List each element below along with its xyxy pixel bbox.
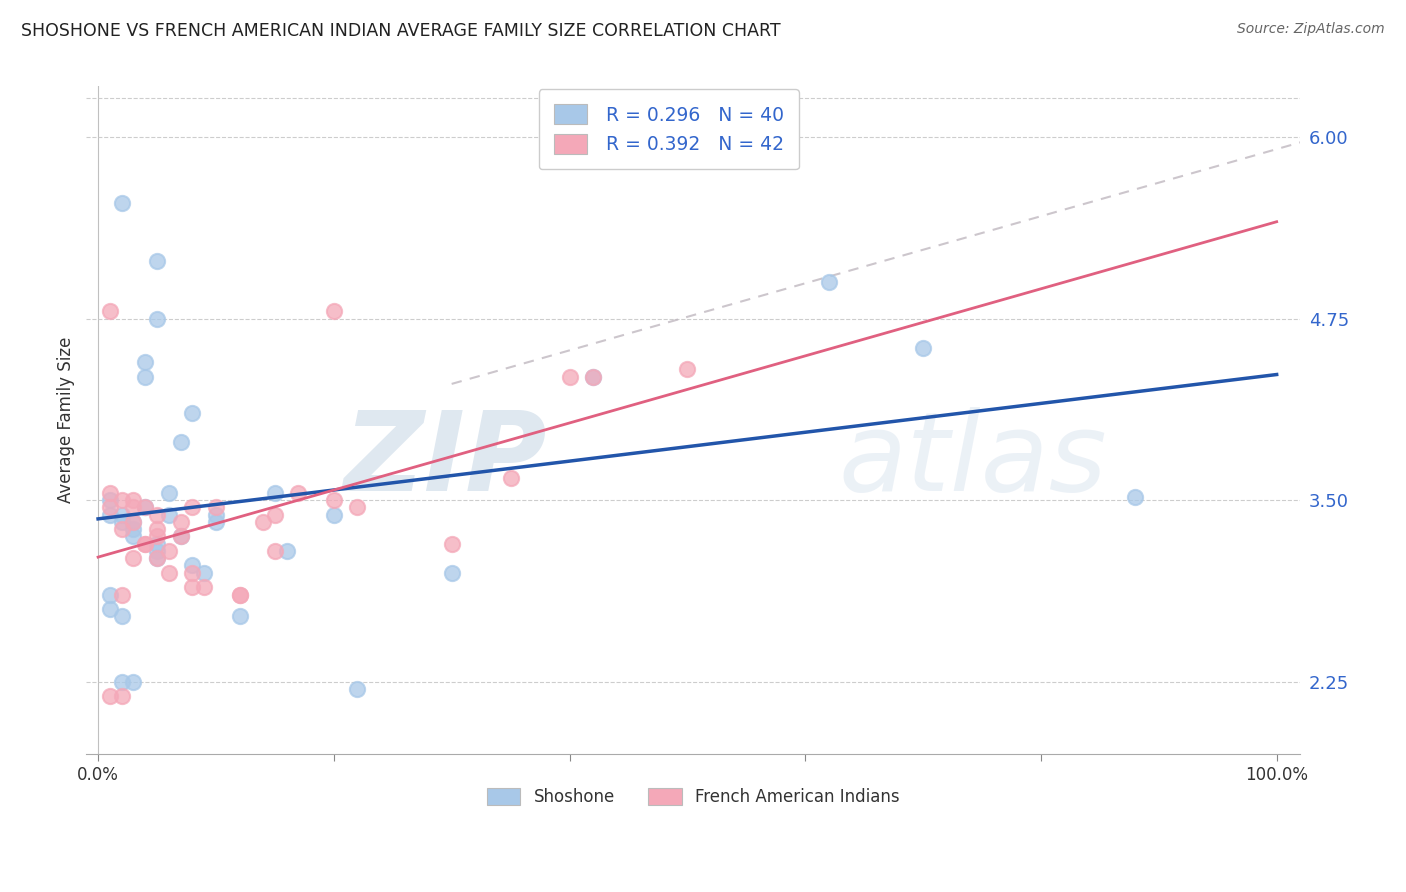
- Point: [98, 493, 121, 508]
- Point: [322, 493, 344, 508]
- Point: [228, 587, 250, 601]
- Point: [169, 529, 191, 543]
- Point: [111, 515, 134, 529]
- Point: [181, 580, 204, 594]
- Point: [157, 486, 180, 500]
- Point: [146, 544, 169, 558]
- Text: SHOSHONE VS FRENCH AMERICAN INDIAN AVERAGE FAMILY SIZE CORRELATION CHART: SHOSHONE VS FRENCH AMERICAN INDIAN AVERA…: [21, 22, 780, 40]
- Point: [98, 486, 121, 500]
- Point: [111, 195, 134, 210]
- Point: [146, 537, 169, 551]
- Point: [157, 544, 180, 558]
- Point: [146, 551, 169, 566]
- Point: [146, 522, 169, 536]
- Point: [111, 674, 134, 689]
- Point: [169, 515, 191, 529]
- Point: [263, 544, 285, 558]
- Y-axis label: Average Family Size: Average Family Size: [58, 337, 75, 503]
- Point: [122, 500, 145, 515]
- Point: [169, 435, 191, 450]
- Point: [134, 355, 156, 369]
- Point: [676, 362, 699, 376]
- Point: [122, 515, 145, 529]
- Point: [440, 566, 463, 580]
- Point: [111, 522, 134, 536]
- Point: [181, 406, 204, 420]
- Point: [157, 508, 180, 522]
- Point: [122, 529, 145, 543]
- Point: [146, 508, 169, 522]
- Point: [111, 689, 134, 703]
- Point: [228, 609, 250, 624]
- Point: [146, 253, 169, 268]
- Point: [499, 471, 522, 485]
- Point: [122, 551, 145, 566]
- Point: [134, 500, 156, 515]
- Point: [817, 276, 839, 290]
- Point: [98, 689, 121, 703]
- Point: [322, 304, 344, 318]
- Point: [912, 341, 935, 355]
- Point: [205, 500, 228, 515]
- Point: [157, 566, 180, 580]
- Point: [98, 602, 121, 616]
- Point: [252, 515, 274, 529]
- Point: [181, 558, 204, 573]
- Point: [287, 486, 309, 500]
- Point: [228, 587, 250, 601]
- Point: [276, 544, 298, 558]
- Point: [122, 515, 145, 529]
- Text: atlas: atlas: [839, 407, 1108, 514]
- Point: [193, 566, 215, 580]
- Point: [205, 515, 228, 529]
- Point: [111, 587, 134, 601]
- Point: [98, 587, 121, 601]
- Point: [205, 508, 228, 522]
- Point: [134, 537, 156, 551]
- Point: [122, 674, 145, 689]
- Point: [263, 508, 285, 522]
- Point: [169, 529, 191, 543]
- Point: [122, 493, 145, 508]
- Legend: Shoshone, French American Indians: Shoshone, French American Indians: [481, 781, 907, 813]
- Point: [181, 500, 204, 515]
- Point: [263, 486, 285, 500]
- Point: [146, 529, 169, 543]
- Point: [440, 537, 463, 551]
- Point: [1123, 490, 1146, 504]
- Point: [193, 580, 215, 594]
- Point: [98, 304, 121, 318]
- Point: [98, 500, 121, 515]
- Text: Source: ZipAtlas.com: Source: ZipAtlas.com: [1237, 22, 1385, 37]
- Point: [146, 551, 169, 566]
- Text: ZIP: ZIP: [344, 407, 547, 514]
- Point: [322, 508, 344, 522]
- Point: [111, 493, 134, 508]
- Point: [134, 369, 156, 384]
- Point: [111, 508, 134, 522]
- Point: [98, 508, 121, 522]
- Point: [134, 500, 156, 515]
- Point: [346, 500, 368, 515]
- Point: [558, 369, 581, 384]
- Point: [134, 537, 156, 551]
- Point: [582, 369, 605, 384]
- Point: [122, 522, 145, 536]
- Point: [146, 311, 169, 326]
- Point: [181, 566, 204, 580]
- Point: [111, 609, 134, 624]
- Point: [582, 369, 605, 384]
- Point: [346, 681, 368, 696]
